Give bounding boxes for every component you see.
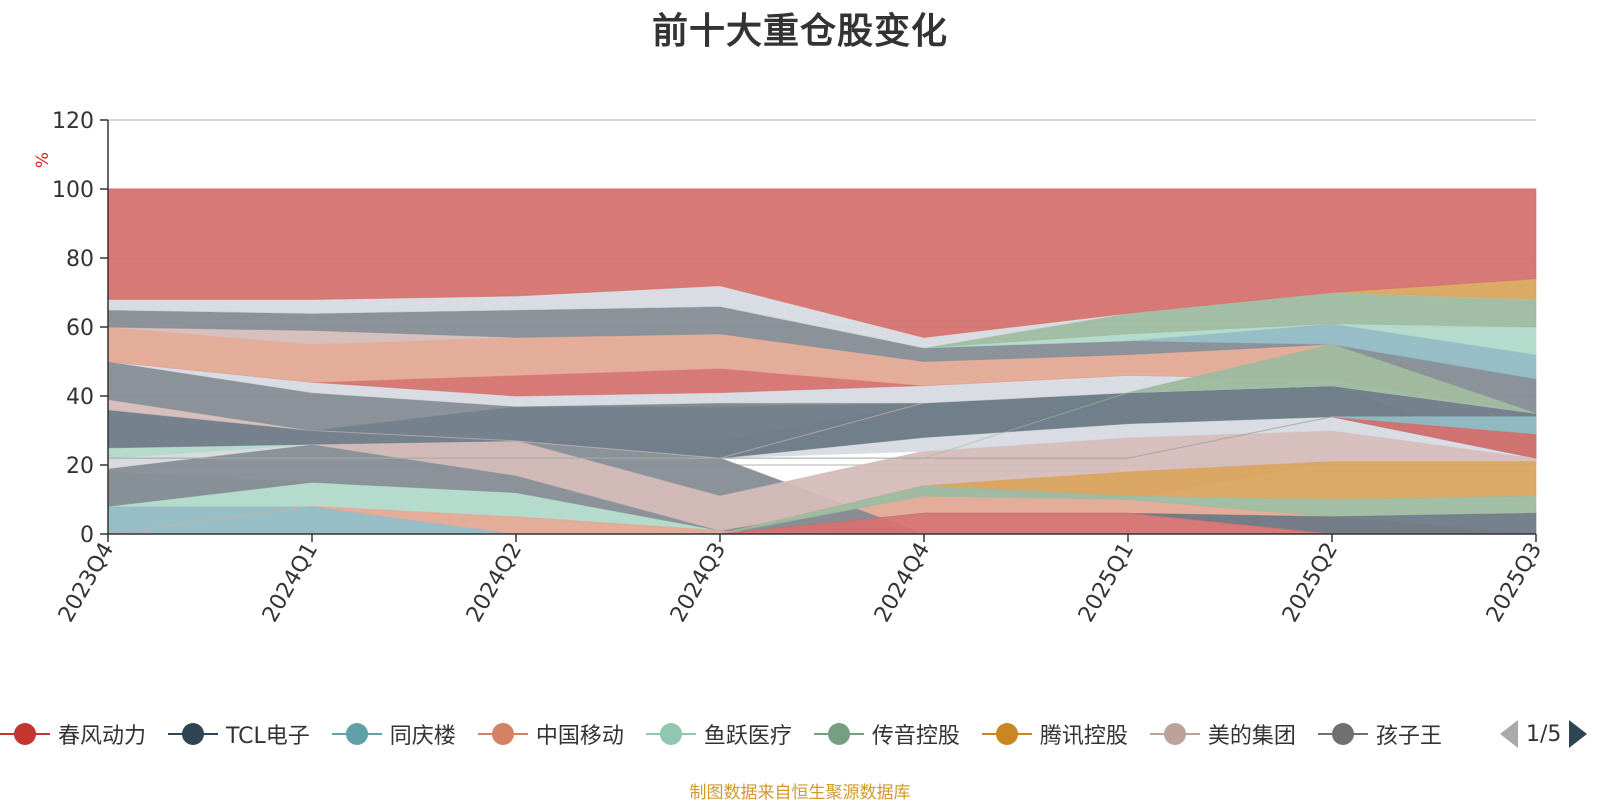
legend-label: 中国移动 bbox=[535, 724, 624, 749]
legend-item[interactable]: 春风动力 bbox=[0, 718, 146, 750]
legend-item[interactable]: 孩子王 bbox=[1317, 718, 1442, 750]
x-tick-label: 2024Q3 bbox=[666, 539, 731, 627]
y-tick-label: 20 bbox=[66, 454, 94, 479]
legend-label: 孩子王 bbox=[1375, 724, 1442, 749]
legend-marker-icon bbox=[1317, 723, 1368, 745]
y-tick-label: 60 bbox=[66, 316, 94, 341]
legend: 春风动力 TCL电子 同庆楼 中国移动 鱼跃医疗 传音控股 腾讯控股 美的集团 孩子王 1/5 bbox=[0, 712, 1600, 756]
legend-label: 腾讯控股 bbox=[1039, 724, 1128, 749]
x-tick-label: 2024Q4 bbox=[870, 539, 935, 627]
legend-item[interactable]: 鱼跃医疗 bbox=[645, 718, 792, 750]
legend-page-indicator: 1/5 bbox=[1526, 721, 1562, 747]
y-tick-label: 0 bbox=[80, 523, 94, 548]
legend-track: 春风动力 TCL电子 同庆楼 中国移动 鱼跃医疗 传音控股 腾讯控股 美的集团 孩子王 bbox=[0, 712, 1480, 756]
legend-marker-icon bbox=[1149, 723, 1200, 745]
x-tick-label: 2025Q1 bbox=[1074, 539, 1139, 627]
y-tick-label: 80 bbox=[66, 247, 94, 272]
legend-item[interactable]: 美的集团 bbox=[1149, 718, 1296, 750]
chart-plot: 0 20 40 60 80 100 120 2023Q4 2024Q1 2024Q2 2024Q3 2… bbox=[33, 109, 1547, 627]
y-tick-label: 120 bbox=[52, 109, 94, 134]
y-axis-label: % bbox=[33, 152, 53, 168]
legend-marker-icon bbox=[331, 723, 382, 745]
legend-marker-icon bbox=[0, 723, 50, 745]
legend-pager: 1/5 bbox=[1500, 712, 1600, 756]
chart-title: 前十大重仓股变化 bbox=[651, 11, 948, 52]
legend-prev-page-icon[interactable] bbox=[1500, 720, 1518, 748]
legend-viewport: 春风动力 TCL电子 同庆楼 中国移动 鱼跃医疗 传音控股 腾讯控股 美的集团 孩子王 bbox=[0, 712, 1480, 756]
legend-next-page-icon[interactable] bbox=[1569, 720, 1588, 748]
legend-marker-icon bbox=[645, 723, 696, 745]
legend-label: 传音控股 bbox=[871, 724, 960, 749]
legend-marker-icon bbox=[168, 723, 219, 745]
legend-label: TCL电子 bbox=[226, 724, 310, 749]
x-tick-label: 2025Q3 bbox=[1482, 539, 1547, 627]
y-tick-label: 100 bbox=[52, 178, 94, 203]
legend-marker-icon bbox=[477, 723, 528, 745]
area-series bbox=[107, 188, 1537, 535]
x-tick-label: 2023Q4 bbox=[54, 539, 119, 627]
y-tick-label: 40 bbox=[66, 385, 94, 410]
area-band-20[interactable] bbox=[107, 188, 1537, 338]
legend-label: 春风动力 bbox=[58, 724, 147, 749]
x-tick-label: 2024Q1 bbox=[258, 539, 323, 627]
legend-item[interactable]: 中国移动 bbox=[477, 718, 624, 750]
area-band-27[interactable] bbox=[108, 343, 1537, 459]
legend-label: 同庆楼 bbox=[389, 724, 456, 749]
x-tick-label: 2024Q2 bbox=[462, 539, 527, 627]
legend-label: 鱼跃医疗 bbox=[703, 724, 792, 749]
legend-marker-icon bbox=[813, 723, 864, 745]
legend-item[interactable]: TCL电子 bbox=[168, 718, 310, 750]
legend-item[interactable]: 同庆楼 bbox=[331, 718, 456, 750]
data-source-note: 制图数据来自恒生聚源数据库 bbox=[689, 783, 911, 803]
legend-label: 美的集团 bbox=[1207, 724, 1296, 749]
x-tick-label: 2025Q2 bbox=[1278, 539, 1343, 627]
legend-item[interactable]: 传音控股 bbox=[813, 718, 960, 750]
legend-marker-icon bbox=[981, 723, 1032, 745]
legend-item[interactable]: 腾讯控股 bbox=[981, 718, 1128, 750]
